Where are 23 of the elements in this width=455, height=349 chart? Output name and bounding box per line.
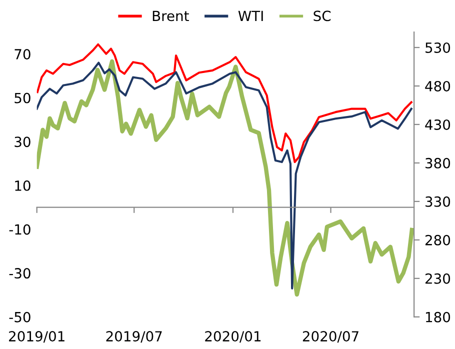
legend-label: Brent: [152, 10, 189, 22]
y2-tick-label: 430: [425, 119, 450, 130]
y-tick-label: -50: [9, 312, 30, 322]
x-tick-label: 2019/07: [106, 331, 162, 343]
line-series: [36, 43, 412, 164]
y2-tick-label: 530: [426, 42, 450, 53]
y-tick-label: -10: [9, 224, 30, 235]
y2-tick-label: 230: [425, 273, 450, 284]
y2-tick-label: 180: [426, 312, 450, 322]
y-tick-label: 30: [14, 136, 30, 148]
x-tick-label: 2020/07: [302, 331, 358, 343]
y2-tick-label: 380: [426, 158, 450, 168]
y2-tick-label: 330: [426, 196, 450, 207]
x-tick-label: 2019/01: [9, 331, 64, 343]
y-tick-label: 70: [14, 48, 30, 60]
y-tick-label: -30: [9, 268, 30, 279]
y-tick-label: 10: [15, 180, 30, 191]
y-tick-label: 50: [14, 92, 30, 104]
legend-label: WTI: [238, 10, 263, 21]
y2-tick-label: 280: [425, 234, 450, 246]
x-tick-label: 2020/01: [205, 331, 261, 343]
y2-tick-label: 480: [425, 80, 450, 92]
legend-label: SC: [314, 10, 331, 22]
